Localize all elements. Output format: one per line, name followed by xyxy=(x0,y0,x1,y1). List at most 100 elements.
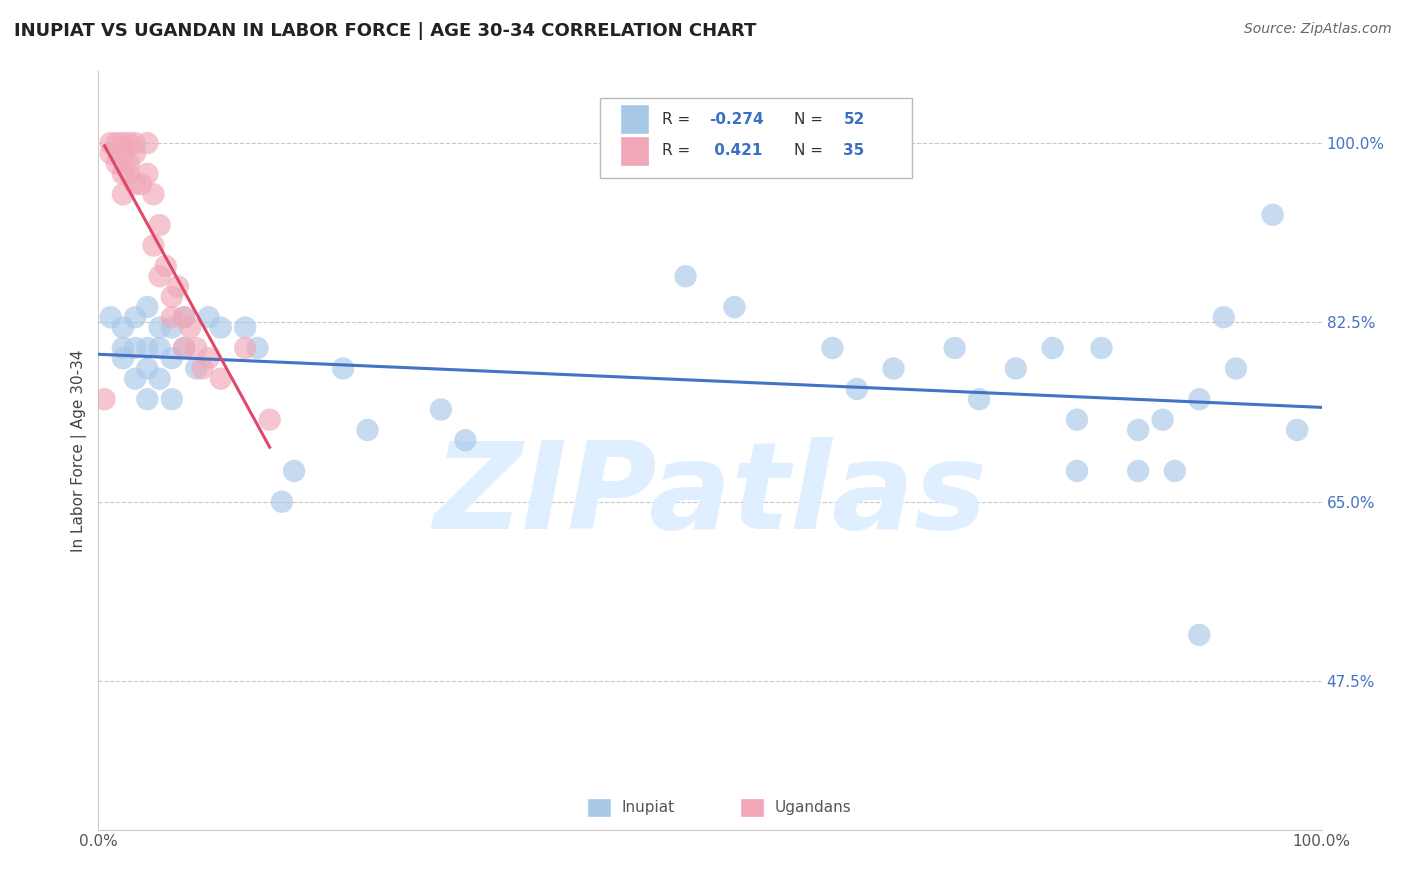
Text: R =: R = xyxy=(662,144,696,159)
Point xyxy=(118,167,141,181)
Point xyxy=(111,136,134,150)
Point xyxy=(160,351,183,366)
Point xyxy=(454,434,477,448)
Point xyxy=(118,136,141,150)
Point xyxy=(197,351,219,366)
Point xyxy=(105,156,128,170)
Point xyxy=(179,320,201,334)
Point xyxy=(1212,310,1234,325)
Text: -0.274: -0.274 xyxy=(709,112,763,127)
Point xyxy=(675,269,697,284)
Point xyxy=(136,392,159,407)
Point xyxy=(93,392,115,407)
Point xyxy=(111,320,134,334)
Point xyxy=(136,341,159,355)
Point xyxy=(149,341,172,355)
Point xyxy=(173,341,195,355)
Y-axis label: In Labor Force | Age 30-34: In Labor Force | Age 30-34 xyxy=(72,349,87,552)
Point xyxy=(160,320,183,334)
Point xyxy=(197,310,219,325)
Point xyxy=(142,187,165,202)
FancyBboxPatch shape xyxy=(588,799,610,816)
Point xyxy=(111,341,134,355)
Point xyxy=(332,361,354,376)
Point xyxy=(1188,392,1211,407)
Point xyxy=(160,392,183,407)
Text: 35: 35 xyxy=(844,144,865,159)
Point xyxy=(209,372,232,386)
Point xyxy=(1090,341,1112,355)
Text: 52: 52 xyxy=(844,112,865,127)
Point xyxy=(943,341,966,355)
Point xyxy=(186,361,208,376)
Text: Inupiat: Inupiat xyxy=(621,800,675,815)
Point xyxy=(173,310,195,325)
Point xyxy=(160,290,183,304)
Point xyxy=(723,300,745,314)
Point xyxy=(118,156,141,170)
Point xyxy=(821,341,844,355)
Point xyxy=(155,259,177,273)
Point xyxy=(1128,423,1150,437)
Point xyxy=(136,361,159,376)
Point xyxy=(259,413,281,427)
Point xyxy=(149,372,172,386)
Point xyxy=(149,320,172,334)
Point xyxy=(233,341,256,355)
Point xyxy=(186,341,208,355)
Point xyxy=(1188,628,1211,642)
Point xyxy=(124,310,146,325)
Point xyxy=(111,351,134,366)
Text: Ugandans: Ugandans xyxy=(775,800,852,815)
FancyBboxPatch shape xyxy=(620,105,648,133)
Point xyxy=(129,177,152,191)
Point xyxy=(105,136,128,150)
Point xyxy=(124,341,146,355)
Text: ZIPatlas: ZIPatlas xyxy=(433,437,987,555)
Point xyxy=(111,146,134,161)
FancyBboxPatch shape xyxy=(741,799,762,816)
Point xyxy=(209,320,232,334)
Point xyxy=(1152,413,1174,427)
Point xyxy=(270,494,294,508)
FancyBboxPatch shape xyxy=(620,137,648,165)
Point xyxy=(124,136,146,150)
Point xyxy=(283,464,305,478)
Point xyxy=(1042,341,1064,355)
Point xyxy=(124,372,146,386)
Text: 0.421: 0.421 xyxy=(709,144,762,159)
Point xyxy=(233,320,256,334)
Point xyxy=(124,177,146,191)
Point xyxy=(100,310,122,325)
Point xyxy=(1066,464,1088,478)
Text: INUPIAT VS UGANDAN IN LABOR FORCE | AGE 30-34 CORRELATION CHART: INUPIAT VS UGANDAN IN LABOR FORCE | AGE … xyxy=(14,22,756,40)
Point xyxy=(1128,464,1150,478)
Point xyxy=(124,146,146,161)
Point xyxy=(246,341,269,355)
Point xyxy=(356,423,378,437)
Point xyxy=(136,167,159,181)
Point xyxy=(160,310,183,325)
Text: N =: N = xyxy=(794,112,828,127)
Point xyxy=(136,300,159,314)
Point xyxy=(167,279,190,293)
Point xyxy=(1004,361,1026,376)
Point xyxy=(111,187,134,202)
Point xyxy=(111,167,134,181)
Text: Source: ZipAtlas.com: Source: ZipAtlas.com xyxy=(1244,22,1392,37)
Point xyxy=(1164,464,1187,478)
Point xyxy=(883,361,905,376)
Point xyxy=(142,238,165,252)
Point xyxy=(149,269,172,284)
Point xyxy=(100,146,122,161)
Point xyxy=(173,310,195,325)
Point xyxy=(173,341,195,355)
FancyBboxPatch shape xyxy=(600,98,912,178)
Text: N =: N = xyxy=(794,144,828,159)
Point xyxy=(845,382,868,396)
Point xyxy=(136,136,159,150)
Point xyxy=(149,218,172,232)
Point xyxy=(100,136,122,150)
Point xyxy=(191,361,214,376)
Point xyxy=(1261,208,1284,222)
